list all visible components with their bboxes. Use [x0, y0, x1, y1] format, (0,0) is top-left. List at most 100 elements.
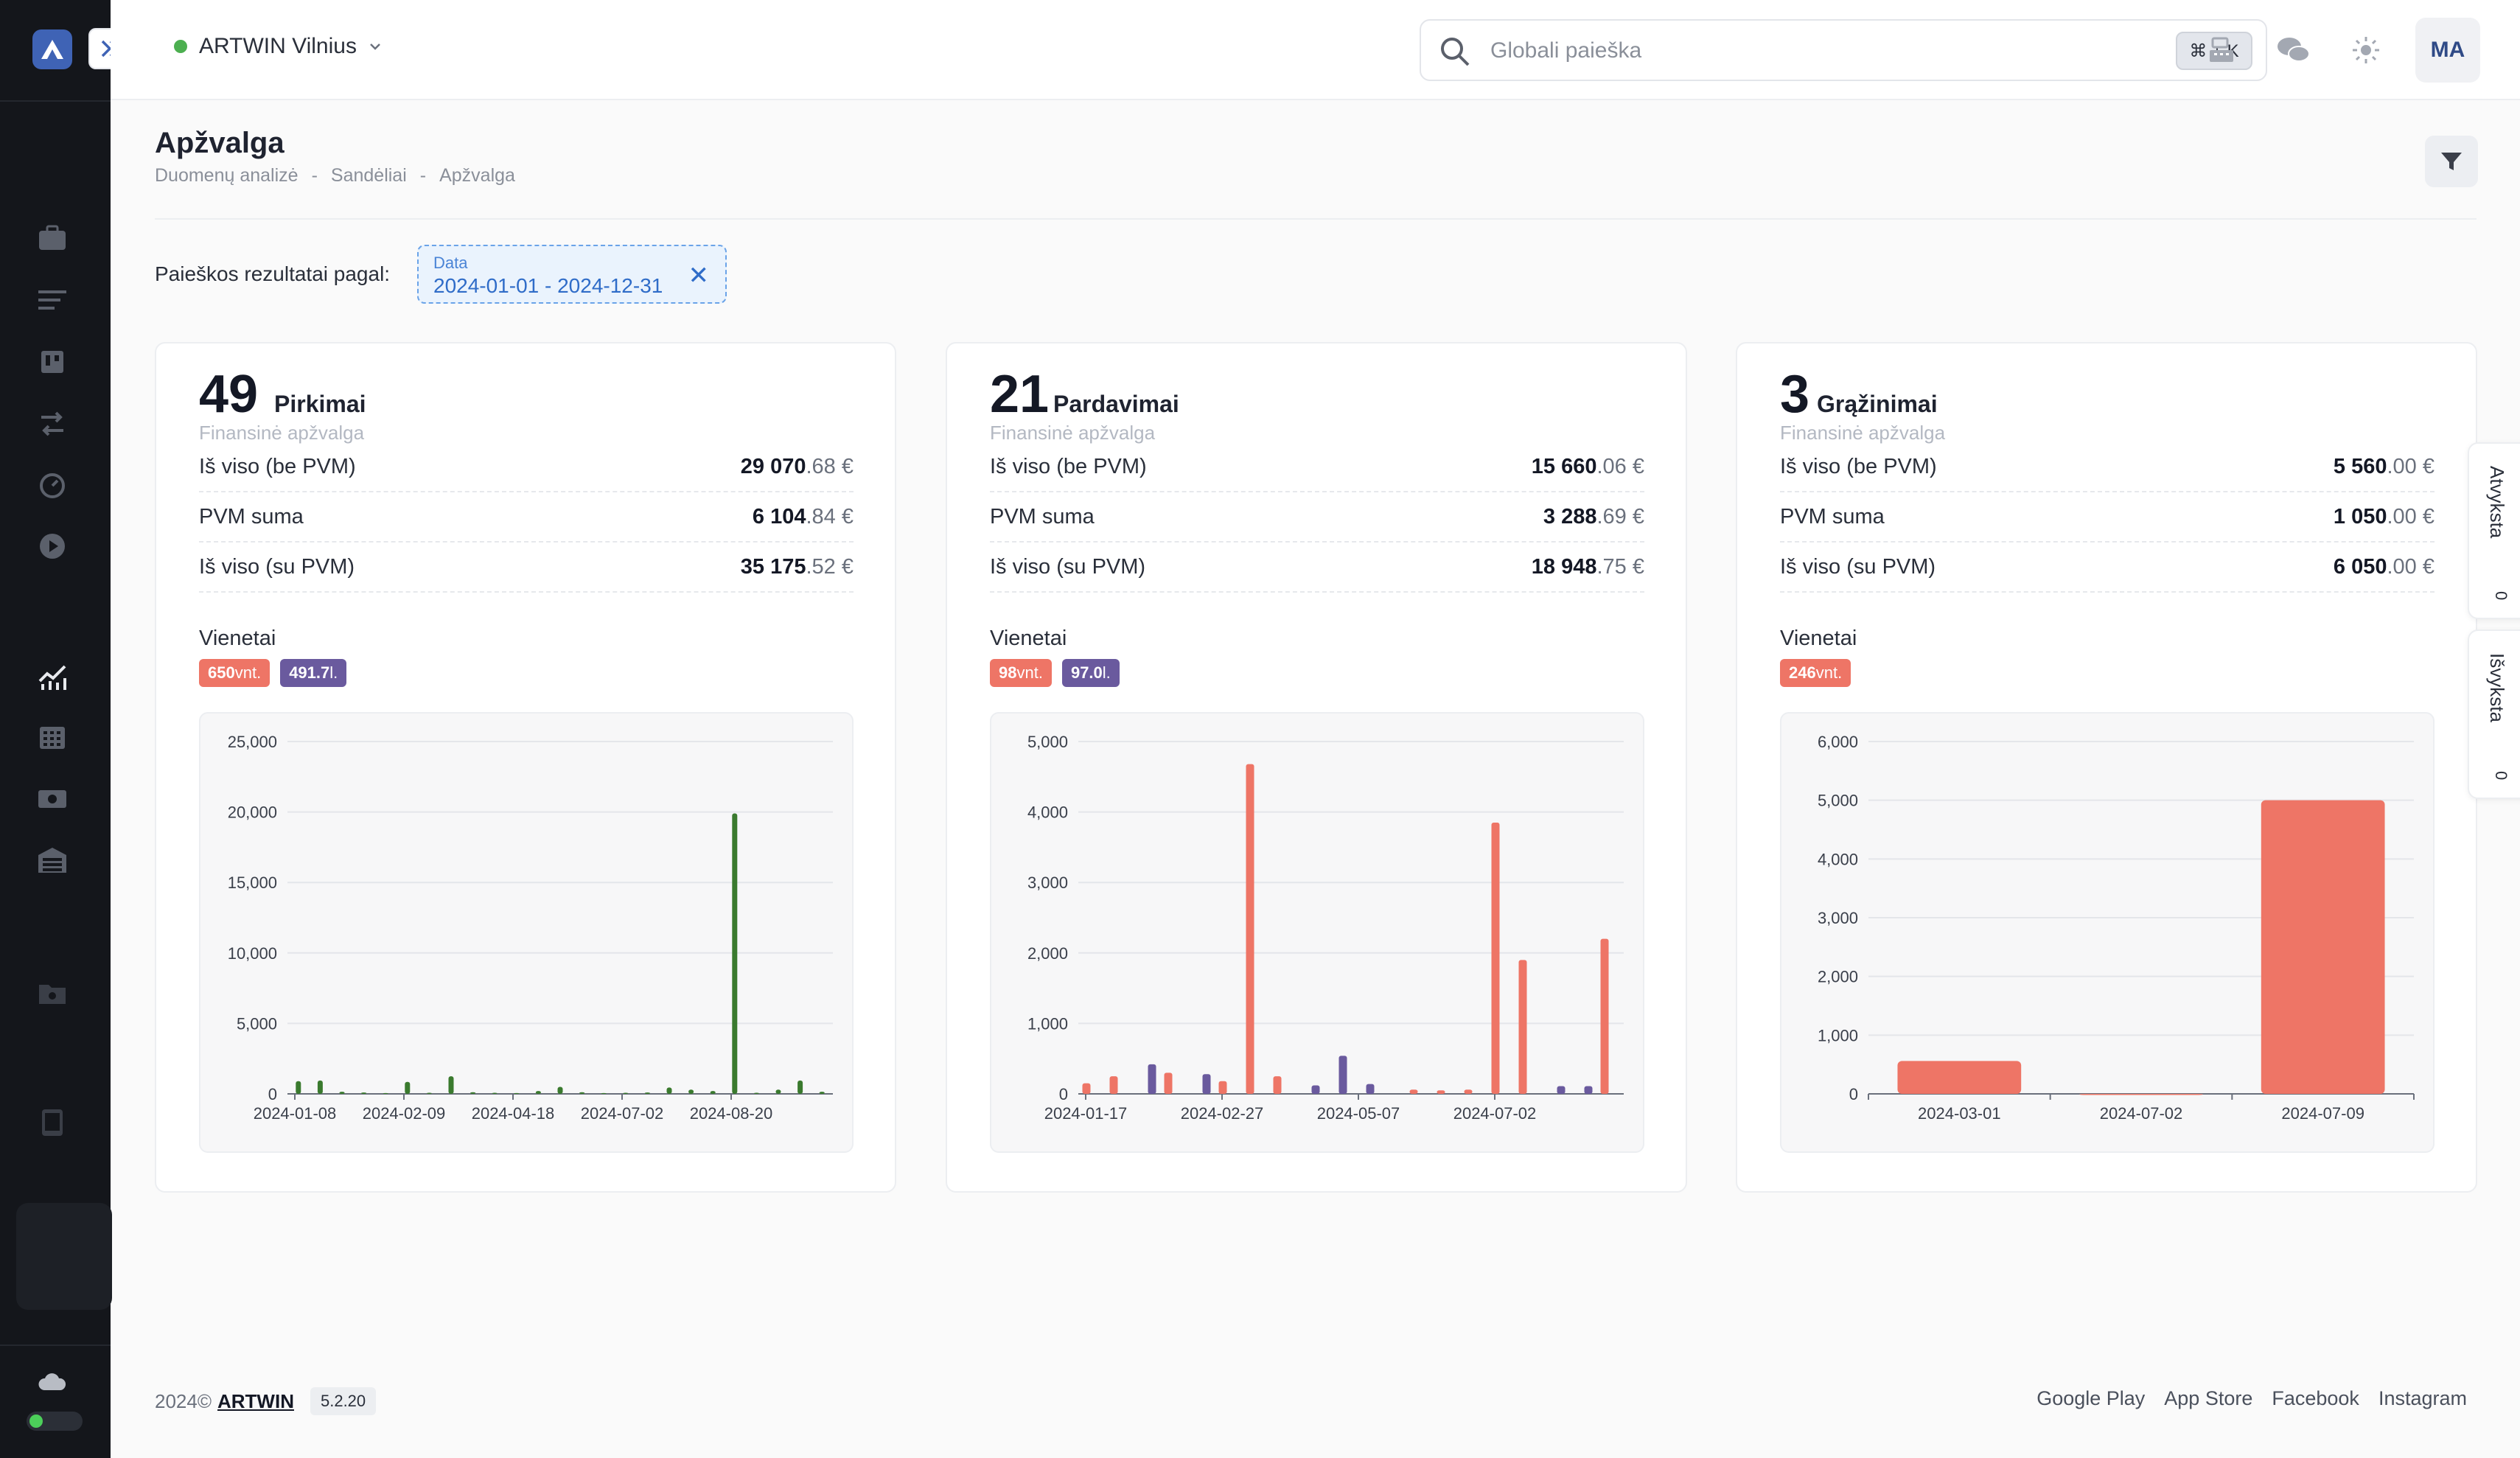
cash-register-icon	[2210, 37, 2233, 62]
row-amount: 3 288.69 €	[1543, 504, 1644, 529]
breadcrumb-item[interactable]: Duomenų analizė	[155, 165, 299, 186]
top-header: ARTWIN Vilnius Globali paieška ⌘ + K MA	[111, 0, 2520, 100]
chat-icon	[2278, 38, 2310, 62]
sidebar-item-calculator[interactable]	[34, 719, 71, 756]
money-icon	[38, 790, 66, 808]
x-tick-label: 2024-07-09	[2281, 1104, 2364, 1123]
row-amount: 18 948.75 €	[1531, 554, 1644, 579]
footer-links: Google Play App Store Facebook Instagram	[2036, 1387, 2467, 1410]
bar	[1518, 960, 1527, 1094]
instagram-link[interactable]: Instagram	[2378, 1387, 2467, 1409]
bar	[1366, 1084, 1375, 1094]
card-count: 49	[199, 365, 259, 424]
sidebar-item-transfers[interactable]	[34, 405, 71, 442]
x-tick-label: 2024-07-02	[1453, 1104, 1537, 1123]
sidebar-item-list[interactable]	[34, 282, 71, 318]
filter-icon	[2441, 153, 2462, 170]
warehouse-icon	[38, 848, 66, 873]
date-filter-chip[interactable]: Data 2024-01-01 - 2024-12-31 ✕	[417, 245, 727, 304]
remove-filter-icon[interactable]: ✕	[688, 262, 710, 290]
total-without-vat-row: Iš viso (be PVM) 15 660.06 €	[990, 442, 1644, 492]
date-filter-label: Data	[433, 254, 468, 272]
global-search[interactable]: Globali paieška ⌘ + K	[1420, 19, 2267, 81]
total-without-vat-row: Iš viso (be PVM) 29 070.68 €	[199, 442, 854, 492]
bar	[732, 813, 738, 1094]
bar	[666, 1087, 672, 1094]
bar	[623, 1092, 629, 1094]
brand-link[interactable]: ARTWIN	[217, 1389, 294, 1412]
sidebar-panel	[16, 1203, 112, 1310]
sidebar-item-briefcase[interactable]	[34, 220, 71, 257]
vat-amount-row: PVM suma 1 050.00 €	[1780, 492, 2435, 543]
bar	[1246, 764, 1254, 1094]
x-tick-label: 2024-03-01	[1918, 1104, 2001, 1123]
vat-amount-row: PVM suma 3 288.69 €	[990, 492, 1644, 543]
date-filter-value: 2024-01-01 - 2024-12-31	[433, 274, 663, 297]
sidebar-item-board[interactable]	[34, 343, 71, 380]
company-selector[interactable]: ARTWIN Vilnius	[174, 34, 382, 59]
sidebar-item-money[interactable]	[34, 780, 71, 817]
y-tick-label: 2,000	[1027, 944, 1068, 963]
facebook-link[interactable]: Facebook	[2272, 1387, 2359, 1409]
bar	[1600, 938, 1609, 1094]
bar	[775, 1089, 781, 1094]
online-status-dot	[174, 40, 187, 53]
row-amount: 5 560.00 €	[2333, 454, 2435, 478]
app-logo[interactable]	[32, 29, 72, 69]
bar	[2079, 1094, 2203, 1095]
units-badge: 246 vnt.	[1780, 659, 1851, 687]
title-divider	[155, 218, 2477, 220]
total-without-vat-row: Iš viso (be PVM) 5 560.00 €	[1780, 442, 2435, 492]
y-tick-label: 0	[268, 1085, 277, 1103]
filter-button[interactable]	[2425, 136, 2478, 187]
sidebar-item-analytics[interactable]	[34, 658, 71, 694]
vat-amount-row: PVM suma 6 104.84 €	[199, 492, 854, 543]
theme-toggle-button[interactable]	[2345, 29, 2387, 71]
x-tick-label: 2024-01-17	[1044, 1104, 1128, 1123]
messages-button[interactable]	[2273, 29, 2314, 71]
departing-tab[interactable]: Išvyksta 0	[2468, 629, 2520, 799]
search-icon	[1441, 38, 1470, 66]
app-store-link[interactable]: App Store	[2164, 1387, 2253, 1409]
x-tick-label: 2024-07-02	[581, 1104, 664, 1123]
liters-badge: 97.0 l.	[1061, 659, 1120, 687]
bar	[426, 1092, 432, 1094]
card-subtitle: Finansinė apžvalga	[1780, 422, 1946, 444]
bar	[470, 1092, 476, 1094]
arriving-tab-label: Atvyksta	[2486, 466, 2508, 539]
row-amount: 29 070.68 €	[740, 454, 854, 478]
row-amount: 35 175.52 €	[740, 554, 854, 579]
briefcase-icon	[39, 225, 66, 250]
cash-register-button[interactable]	[2201, 29, 2242, 71]
bar	[1557, 1086, 1566, 1094]
sidebar-item-timer[interactable]	[34, 466, 71, 503]
x-tick-label: 2024-07-02	[2100, 1104, 2183, 1123]
cloud-icon	[38, 1373, 66, 1390]
total-with-vat-row: Iš viso (su PVM) 35 175.52 €	[199, 543, 854, 593]
user-avatar[interactable]: MA	[2415, 18, 2480, 83]
google-play-link[interactable]: Google Play	[2036, 1387, 2146, 1409]
sidebar-item-device[interactable]	[34, 1104, 71, 1141]
bar	[339, 1092, 345, 1094]
bar	[1109, 1076, 1118, 1094]
arriving-tab[interactable]: Atvyksta 0	[2468, 442, 2520, 619]
card-sales: 21 Pardavimai Finansinė apžvalga Iš viso…	[946, 342, 1687, 1193]
bar	[535, 1091, 541, 1094]
units-badge: 650 vnt.	[199, 659, 271, 687]
returns-chart: 0 1,000 2,000 3,000 4,000 5,000 6,000 2024-03-0…	[1780, 712, 2435, 1153]
sidebar-item-play[interactable]	[34, 528, 71, 565]
bar	[710, 1091, 716, 1094]
y-tick-label: 15,000	[228, 873, 277, 892]
logo-icon	[41, 40, 63, 59]
card-title: Pardavimai	[1053, 391, 1179, 417]
connection-toggle[interactable]	[27, 1412, 83, 1431]
timer-icon	[40, 473, 65, 498]
copyright-text: 2024©	[155, 1389, 212, 1412]
bar	[819, 1092, 825, 1094]
breadcrumb-item[interactable]: Sandėliai	[330, 165, 407, 186]
sidebar-item-settings-folder[interactable]	[34, 974, 71, 1011]
bar	[797, 1080, 803, 1094]
bar	[1897, 1061, 2022, 1094]
y-tick-label: 5,000	[1027, 733, 1068, 751]
sidebar-item-warehouse[interactable]	[34, 842, 71, 879]
